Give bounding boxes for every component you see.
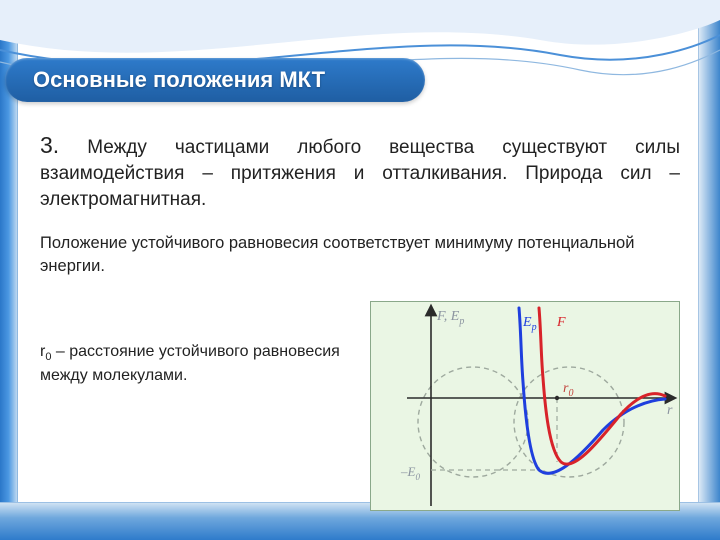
label-x-axis: r [667, 403, 673, 418]
potential-chart-svg: F, Ep r Ep F r0 –E0 [371, 302, 681, 512]
slide-content: 3. Между частицами любого вещества сущес… [40, 130, 680, 511]
label-y-axis: F, Ep [436, 309, 464, 327]
paragraph-main: 3. Между частицами любого вещества сущес… [40, 130, 680, 212]
slide-title-bar: Основные положения МКТ [5, 58, 425, 102]
point-number: 3. [40, 132, 59, 158]
curve-f [539, 308, 665, 464]
paragraph-equilibrium: Положение устойчивого равновесия соответ… [40, 232, 680, 277]
atom-circle-2 [514, 367, 624, 477]
label-minus-e0: –E0 [400, 464, 420, 482]
decor-stripe-right [698, 0, 720, 540]
r0-caption-text: – расстояние устойчивого равновесия межд… [40, 343, 340, 384]
paragraph-main-text: Между частицами любого вещества существу… [40, 137, 680, 210]
label-f: F [556, 315, 566, 330]
atom-circle-1 [418, 367, 528, 477]
label-r0: r0 [563, 381, 573, 399]
r0-caption: r0 – расстояние устойчивого равновесия м… [40, 301, 352, 387]
r0-point [555, 396, 559, 400]
potential-chart: F, Ep r Ep F r0 –E0 [370, 301, 680, 511]
lower-row: r0 – расстояние устойчивого равновесия м… [40, 301, 680, 511]
slide-title: Основные положения МКТ [33, 67, 325, 93]
label-ep: Ep [522, 315, 537, 333]
